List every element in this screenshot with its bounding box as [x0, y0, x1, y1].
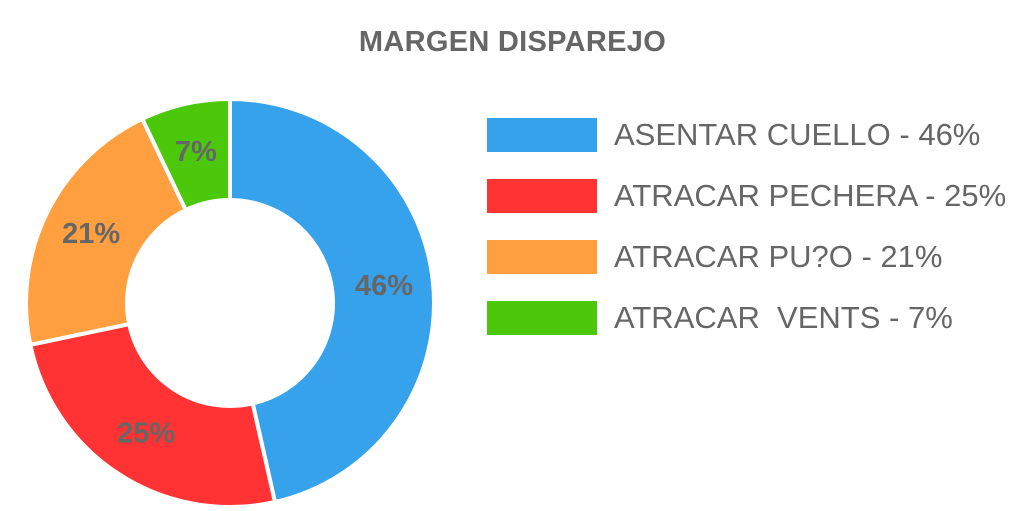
legend-swatch — [487, 301, 597, 335]
donut-slice-2[interactable] — [24, 116, 188, 347]
slice-value-label: 7% — [175, 136, 217, 168]
chart-title: MARGEN DISPAREJO — [358, 26, 667, 58]
slice-value-label: 25% — [117, 417, 175, 449]
legend-label: ATRACAR PECHERA - 25% — [614, 178, 1007, 213]
slice-value-label: 21% — [62, 218, 120, 250]
slice-value-label: 46% — [355, 270, 413, 302]
donut-slice-1[interactable] — [28, 322, 277, 509]
legend-label: ATRACAR PU?O - 21% — [614, 239, 943, 274]
legend-label: ATRACAR VENTS - 7% — [614, 300, 953, 335]
legend-swatch — [487, 118, 597, 152]
donut-slice-3[interactable] — [140, 97, 232, 212]
donut-slice-0[interactable] — [228, 97, 436, 504]
legend-swatch — [487, 179, 597, 213]
legend-swatch — [487, 240, 597, 274]
legend-label: ASENTAR CUELLO - 46% — [614, 117, 981, 152]
